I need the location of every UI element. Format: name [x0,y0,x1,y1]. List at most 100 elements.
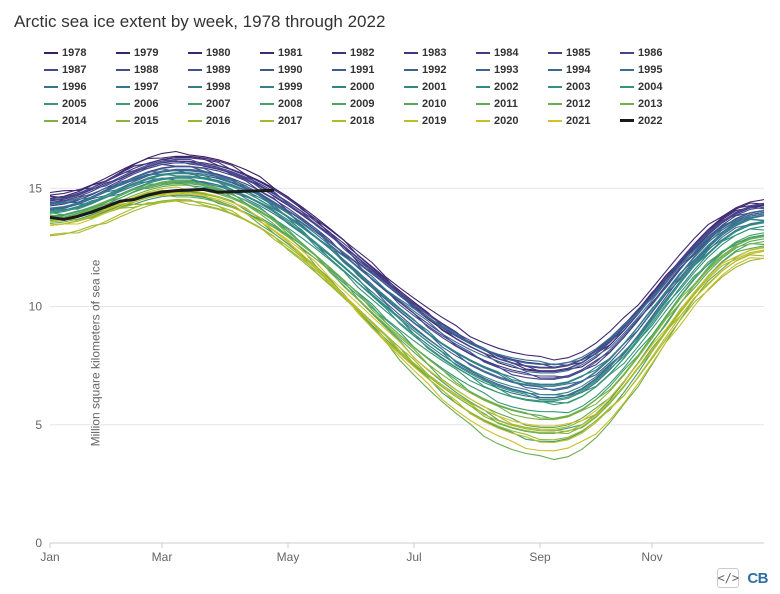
legend-swatch [404,120,418,122]
legend-label: 1986 [638,47,662,59]
legend-item-1997[interactable]: 1997 [116,78,188,95]
legend-label: 2015 [134,115,158,127]
legend-label: 2021 [566,115,590,127]
legend-item-1994[interactable]: 1994 [548,61,620,78]
legend-item-2010[interactable]: 2010 [404,95,476,112]
legend-item-2013[interactable]: 2013 [620,95,692,112]
legend-label: 2012 [566,98,590,110]
legend-item-2017[interactable]: 2017 [260,112,332,129]
legend-swatch [476,52,490,54]
legend-item-1985[interactable]: 1985 [548,44,620,61]
svg-text:5: 5 [35,418,42,432]
legend-item-1984[interactable]: 1984 [476,44,548,61]
legend-swatch [404,103,418,105]
legend-item-1990[interactable]: 1990 [260,61,332,78]
legend-item-1992[interactable]: 1992 [404,61,476,78]
legend-item-2021[interactable]: 2021 [548,112,620,129]
legend-swatch [620,69,634,71]
legend-label: 2014 [62,115,86,127]
legend-item-2014[interactable]: 2014 [44,112,116,129]
legend-label: 1994 [566,64,590,76]
legend-swatch [116,103,130,105]
legend-item-1988[interactable]: 1988 [116,61,188,78]
svg-text:Mar: Mar [152,550,173,564]
legend-swatch [260,103,274,105]
legend-item-1999[interactable]: 1999 [260,78,332,95]
svg-text:15: 15 [29,181,43,195]
y-axis-label: Million square kilometers of sea ice [88,260,102,447]
legend-item-1983[interactable]: 1983 [404,44,476,61]
legend-label: 2002 [494,81,518,93]
legend-item-1995[interactable]: 1995 [620,61,692,78]
legend-label: 2000 [350,81,374,93]
svg-text:0: 0 [35,536,42,550]
legend-swatch [548,86,562,88]
legend-item-1987[interactable]: 1987 [44,61,116,78]
legend-item-2019[interactable]: 2019 [404,112,476,129]
legend-label: 2007 [206,98,230,110]
legend-item-2015[interactable]: 2015 [116,112,188,129]
legend-item-2016[interactable]: 2016 [188,112,260,129]
legend-label: 1997 [134,81,158,93]
legend-item-1982[interactable]: 1982 [332,44,404,61]
svg-text:Nov: Nov [641,550,662,564]
legend-label: 1992 [422,64,446,76]
legend-item-1996[interactable]: 1996 [44,78,116,95]
legend-item-1978[interactable]: 1978 [44,44,116,61]
embed-icon[interactable]: </> [717,568,739,588]
legend-swatch [260,120,274,122]
legend-item-2007[interactable]: 2007 [188,95,260,112]
legend-swatch [260,69,274,71]
svg-text:Jan: Jan [40,550,59,564]
legend-swatch [116,69,130,71]
legend-item-2018[interactable]: 2018 [332,112,404,129]
legend-label: 1985 [566,47,590,59]
legend-swatch [188,69,202,71]
legend-item-2012[interactable]: 2012 [548,95,620,112]
legend-item-2001[interactable]: 2001 [404,78,476,95]
legend-item-2004[interactable]: 2004 [620,78,692,95]
legend-label: 2001 [422,81,446,93]
legend-swatch [188,52,202,54]
legend-swatch [620,52,634,54]
legend-swatch [260,86,274,88]
legend-item-2020[interactable]: 2020 [476,112,548,129]
svg-text:Jul: Jul [406,550,421,564]
legend-item-2009[interactable]: 2009 [332,95,404,112]
series-1985 [50,164,764,379]
legend-label: 2005 [62,98,86,110]
footer-icons: </> CB [717,568,768,588]
legend-label: 1983 [422,47,446,59]
legend-swatch [188,120,202,122]
legend-item-1980[interactable]: 1980 [188,44,260,61]
legend-swatch [548,103,562,105]
legend-swatch [404,86,418,88]
legend-item-1986[interactable]: 1986 [620,44,692,61]
legend-item-1979[interactable]: 1979 [116,44,188,61]
legend-swatch [620,119,634,122]
legend-label: 2006 [134,98,158,110]
svg-text:May: May [277,550,300,564]
legend-item-2005[interactable]: 2005 [44,95,116,112]
legend-label: 1998 [206,81,230,93]
legend-item-1981[interactable]: 1981 [260,44,332,61]
legend-item-2002[interactable]: 2002 [476,78,548,95]
legend-label: 1987 [62,64,86,76]
legend-swatch [44,120,58,122]
legend-item-1991[interactable]: 1991 [332,61,404,78]
legend-item-2003[interactable]: 2003 [548,78,620,95]
legend-item-2011[interactable]: 2011 [476,95,548,112]
plot-area: Million square kilometers of sea ice 0 5 1… [0,133,780,573]
legend-item-1989[interactable]: 1989 [188,61,260,78]
legend-item-2008[interactable]: 2008 [260,95,332,112]
legend-label: 2016 [206,115,230,127]
legend-label: 1988 [134,64,158,76]
legend-item-2000[interactable]: 2000 [332,78,404,95]
legend-item-1998[interactable]: 1998 [188,78,260,95]
legend-swatch [332,52,346,54]
legend-label: 1990 [278,64,302,76]
legend-item-2022[interactable]: 2022 [620,112,692,129]
legend-item-2006[interactable]: 2006 [116,95,188,112]
legend-swatch [620,86,634,88]
legend-item-1993[interactable]: 1993 [476,61,548,78]
